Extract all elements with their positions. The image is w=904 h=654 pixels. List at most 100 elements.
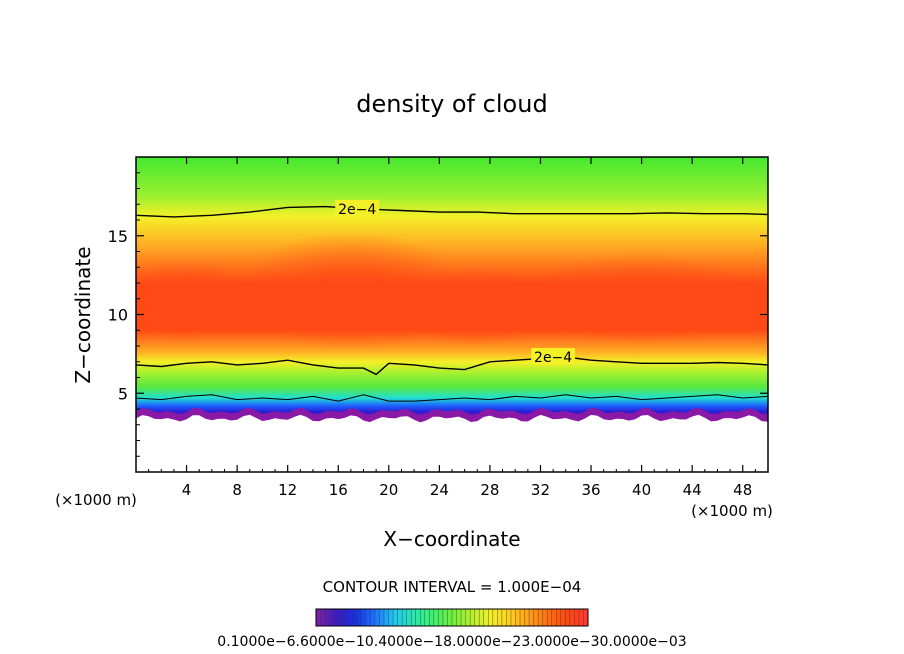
- colorbar-swatch-35: [474, 609, 480, 626]
- colorbar-swatch-3: [329, 609, 335, 626]
- heatmap-field: [136, 157, 768, 472]
- colorbar-swatch-33: [465, 609, 471, 626]
- colorbar-swatch-18: [397, 609, 403, 626]
- x-tick-label-6: 28: [480, 481, 499, 499]
- contour-label-1: 2e−4: [534, 350, 572, 366]
- colorbar-swatch-21: [411, 609, 417, 626]
- chart-title: density of cloud: [356, 90, 547, 118]
- colorbar-swatch-9: [356, 609, 362, 626]
- core-blob-1: [240, 230, 461, 351]
- colorbar-swatch-41: [501, 609, 507, 626]
- colorbar-swatch-50: [542, 609, 548, 626]
- x-tick-label-2: 12: [278, 481, 297, 499]
- colorbar-swatch-25: [429, 609, 435, 626]
- colorbar-swatch-5: [338, 609, 344, 626]
- contour-label-bg-0: [335, 199, 380, 217]
- colorbar-swatch-40: [497, 609, 503, 626]
- colorbar-swatch-36: [479, 609, 485, 626]
- colorbar-swatch-31: [456, 609, 462, 626]
- colorbar-swatch-4: [334, 609, 339, 626]
- colorbar-swatch-1: [320, 609, 326, 626]
- colorbar-swatch-24: [424, 609, 430, 626]
- colorbar-swatch-44: [515, 609, 521, 626]
- colorbar-swatch-34: [470, 609, 475, 626]
- x-tick-label-7: 32: [531, 481, 550, 499]
- colorbar-swatch-43: [510, 609, 516, 626]
- colorbar-swatch-30: [452, 609, 457, 626]
- colorbar-swatch-32: [461, 609, 466, 626]
- colorbar-swatch-55: [565, 609, 571, 626]
- colorbar-swatch-0: [316, 609, 321, 626]
- colorbar-swatch-53: [556, 609, 562, 626]
- colorbar-swatch-28: [442, 609, 448, 626]
- colorbar-swatch-54: [560, 609, 566, 626]
- cloud-base-band: [136, 407, 768, 423]
- x-tick-label-3: 16: [329, 481, 348, 499]
- colorbar-swatch-37: [483, 609, 489, 626]
- colorbar: [315, 608, 589, 627]
- colorbar-swatch-49: [538, 609, 543, 626]
- colorbar-swatch-42: [506, 609, 512, 626]
- colorbar-swatch-56: [569, 609, 575, 626]
- clear-air-below: [136, 414, 768, 472]
- contour-interval: CONTOUR INTERVAL = 1.000E−04: [323, 578, 582, 596]
- colorbar-swatch-8: [352, 609, 358, 626]
- colorbar-swatch-2: [325, 609, 330, 626]
- colorbar-swatch-14: [379, 609, 385, 626]
- bottom-contour-line: [136, 394, 768, 402]
- x-axis-label: X−coordinate: [383, 527, 520, 551]
- x-tick-label-0: 4: [182, 481, 192, 499]
- colorbar-swatch-7: [347, 609, 353, 626]
- x-tick-label-8: 36: [581, 481, 600, 499]
- x-axis-ticks: 4 8 12 16 20 24 28 32 36 40 44 48: [148, 157, 756, 499]
- contour-label-0: 2e−4: [338, 202, 376, 218]
- x-unit-right: (×1000 m): [691, 502, 773, 520]
- colorbar-frame: [315, 608, 589, 627]
- colorbar-labels: 0.1000e−6.6000e−10.4000e−18.0000e−23.000…: [217, 634, 686, 650]
- y-axis-label: Z−coordinate: [71, 246, 95, 383]
- lower-contour-line: [136, 356, 768, 376]
- colorbar-swatch-19: [402, 609, 407, 626]
- colorbar-swatch-26: [433, 609, 439, 626]
- colorbar-swatch-39: [492, 609, 498, 626]
- x-tick-label-9: 40: [632, 481, 651, 499]
- core-blobs: [136, 230, 762, 351]
- colorbar-swatch-57: [574, 609, 580, 626]
- colorbar-swatch-20: [406, 609, 412, 626]
- y-tick-label-2: 15: [108, 227, 128, 246]
- upper-contour-line: [136, 205, 768, 218]
- colorbar-swatch-16: [388, 609, 394, 626]
- colorbar-swatch-29: [447, 609, 453, 626]
- core-blob-2: [521, 253, 762, 344]
- contour-labels: 2e−4 2e−4: [335, 199, 576, 366]
- x-tick-label-10: 44: [683, 481, 702, 499]
- colorbar-swatch-45: [520, 609, 525, 626]
- colorbar-swatch-6: [343, 609, 349, 626]
- x-tick-label-4: 20: [379, 481, 398, 499]
- colorbar-swatch-12: [370, 609, 376, 626]
- contour-label-bg-1: [531, 348, 576, 366]
- colorbar-swatch-48: [533, 609, 539, 626]
- colorbar-swatch-23: [420, 609, 426, 626]
- colorbar-swatch-38: [488, 609, 494, 626]
- colorbar-swatch-10: [361, 609, 367, 626]
- x-tick-label-11: 48: [733, 481, 752, 499]
- colorbar-swatch-17: [393, 609, 398, 626]
- colorbar-swatch-13: [374, 609, 380, 626]
- colorbar-swatch-59: [583, 609, 589, 626]
- x-tick-label-1: 8: [232, 481, 242, 499]
- y-tick-label-0: 5: [118, 384, 128, 403]
- y-tick-label-1: 10: [108, 306, 128, 325]
- core-blob-3: [407, 266, 548, 347]
- colorbar-swatch-22: [415, 609, 421, 626]
- y-axis-ticks: 5 10 15: [108, 172, 768, 457]
- colorbar-swatch-47: [529, 609, 534, 626]
- x-tick-label-5: 24: [430, 481, 449, 499]
- x-unit-left: (×1000 m): [55, 491, 137, 509]
- colorbar-swatch-46: [524, 609, 530, 626]
- colorbar-swatch-58: [578, 609, 584, 626]
- colorbar-swatch-15: [384, 609, 389, 626]
- colorbar-swatch-51: [547, 609, 553, 626]
- core-blob-0: [136, 258, 247, 339]
